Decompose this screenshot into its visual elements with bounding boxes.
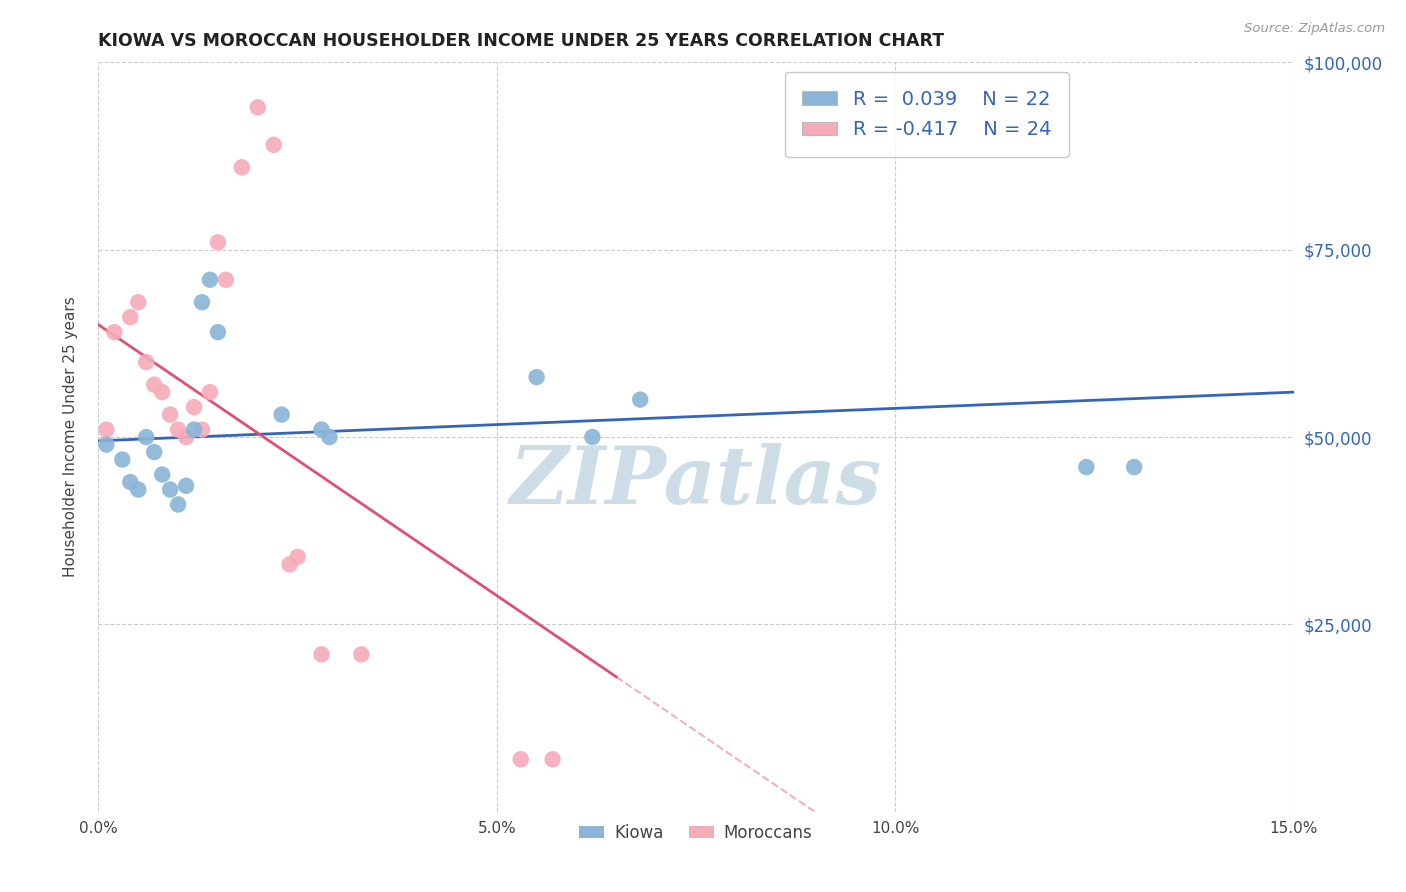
Point: [183, 400, 205, 414]
Point: [143, 377, 166, 392]
Point: [526, 370, 548, 384]
Point: [191, 423, 214, 437]
Point: [120, 475, 142, 489]
Point: [311, 423, 333, 437]
Point: [509, 752, 531, 766]
Point: [287, 549, 309, 564]
Point: [198, 385, 221, 400]
Point: [96, 423, 118, 437]
Point: [127, 483, 149, 497]
Point: [207, 235, 229, 250]
Point: [278, 558, 301, 572]
Point: [174, 430, 197, 444]
Point: [183, 423, 205, 437]
Point: [167, 423, 190, 437]
Point: [231, 161, 253, 175]
Point: [581, 430, 603, 444]
Point: [628, 392, 651, 407]
Point: [174, 479, 197, 493]
Y-axis label: Householder Income Under 25 years: Householder Income Under 25 years: [63, 297, 77, 577]
Legend: Kiowa, Moroccans: Kiowa, Moroccans: [572, 817, 820, 848]
Point: [111, 452, 134, 467]
Point: [311, 648, 333, 662]
Point: [541, 752, 564, 766]
Point: [167, 498, 190, 512]
Point: [135, 430, 157, 444]
Point: [127, 295, 149, 310]
Point: [207, 325, 229, 339]
Point: [120, 310, 142, 325]
Point: [191, 295, 214, 310]
Text: KIOWA VS MOROCCAN HOUSEHOLDER INCOME UNDER 25 YEARS CORRELATION CHART: KIOWA VS MOROCCAN HOUSEHOLDER INCOME UND…: [98, 32, 945, 50]
Point: [96, 437, 118, 451]
Point: [350, 648, 373, 662]
Point: [103, 325, 125, 339]
Point: [215, 273, 238, 287]
Point: [150, 385, 173, 400]
Point: [318, 430, 340, 444]
Point: [143, 445, 166, 459]
Text: Source: ZipAtlas.com: Source: ZipAtlas.com: [1244, 22, 1385, 36]
Point: [198, 273, 221, 287]
Text: ZIPatlas: ZIPatlas: [510, 443, 882, 521]
Point: [150, 467, 173, 482]
Point: [159, 408, 181, 422]
Point: [135, 355, 157, 369]
Point: [1076, 460, 1098, 475]
Point: [270, 408, 292, 422]
Point: [1123, 460, 1146, 475]
Point: [246, 100, 269, 114]
Point: [263, 137, 285, 152]
Point: [159, 483, 181, 497]
